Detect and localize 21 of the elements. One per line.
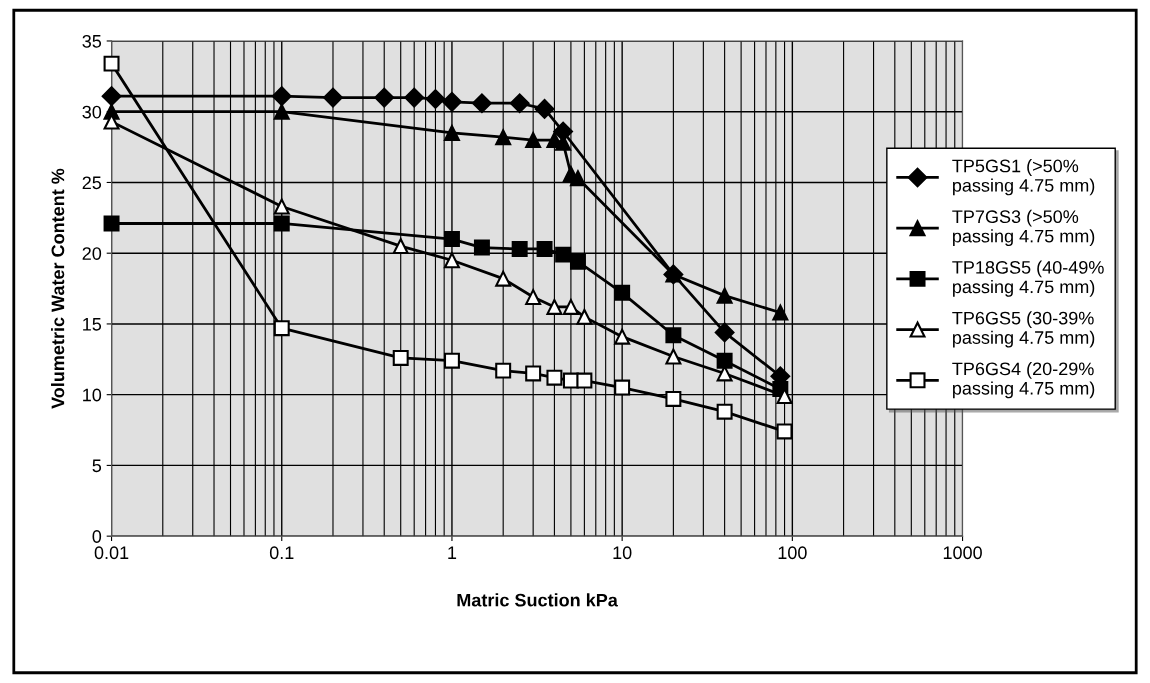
x-tick-label: 1 — [448, 546, 457, 559]
legend-label: TP6GS5 (30-39% passing 4.75 mm) — [952, 311, 1095, 348]
y-tick-label: 25 — [82, 176, 102, 190]
legend-label: TP6GS4 (20-29% passing 4.75 mm) — [952, 361, 1095, 399]
y-tick-label: 20 — [82, 247, 102, 260]
x-tick-label: 10 — [613, 546, 632, 560]
legend-label: TP18GS5 (40-49% passing 4.75 mm) — [952, 260, 1104, 297]
x-tick-label: 100 — [778, 546, 807, 560]
y-tick-label: 5 — [92, 459, 102, 473]
legend-label: TP5GS1 (>50% passing 4.75 mm) — [952, 159, 1095, 196]
y-axis-title: Volumetric Water Content % — [51, 168, 65, 409]
y-tick-label: 10 — [83, 388, 102, 402]
x-tick-label: 0.01 — [94, 546, 129, 560]
x-tick-label: 0.1 — [269, 546, 294, 560]
y-tick-label: 0 — [92, 530, 102, 543]
x-tick-label: 1000 — [943, 546, 982, 560]
legend-label: TP7GS3 (>50% passing 4.75 mm) — [952, 209, 1095, 247]
x-axis-title: Matric Suction kPa — [457, 593, 618, 607]
y-tick-label: 15 — [83, 318, 102, 331]
y-tick-label: 30 — [82, 105, 102, 119]
y-tick-label: 35 — [82, 34, 102, 48]
